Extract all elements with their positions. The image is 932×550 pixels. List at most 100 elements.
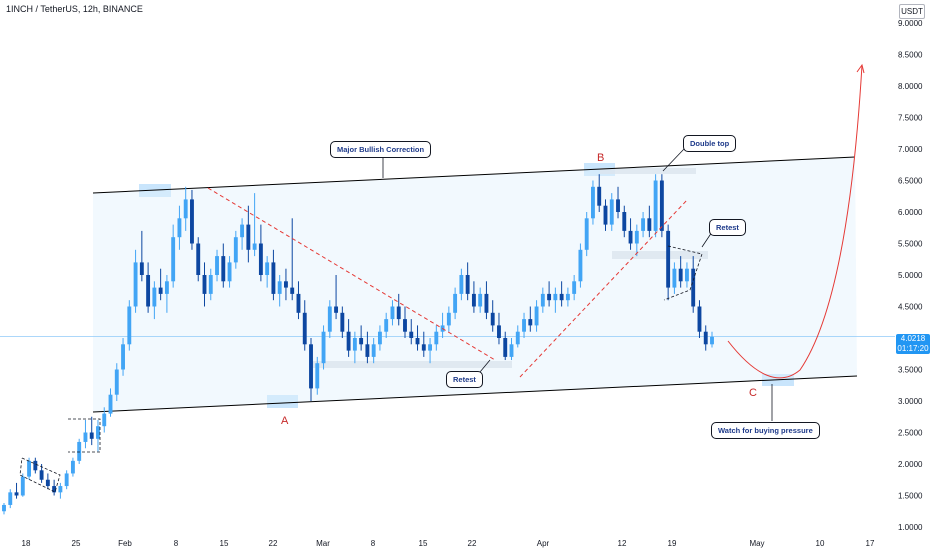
price-tick-label: 1.5000 [898,492,923,501]
candle-body [114,369,119,395]
time-tick-label: 18 [22,539,31,548]
zone-a-low [267,395,298,408]
time-tick-label: 8 [174,539,179,548]
candle-body [271,262,276,294]
candle-body [471,293,476,307]
candle-body [309,344,313,389]
candle-body [58,486,63,493]
price-tick-label: 1.0000 [898,523,923,532]
time-tick-label: 25 [72,539,81,548]
wave-label-c: C [749,387,757,399]
candle-body [183,199,188,219]
candle-body [616,199,620,212]
candle-body [346,331,351,351]
candle-body [221,256,226,282]
candle-body [547,293,552,301]
candle-body [628,230,633,244]
candle-body [678,268,683,282]
candle-body [102,413,107,427]
candle-body [384,319,389,332]
candle-body [39,470,44,480]
candle-body [8,492,13,505]
candle-body [296,293,301,313]
candle-body [139,262,144,275]
candle-body [591,186,595,219]
candle-body [597,186,602,206]
candle-body [565,293,570,301]
bar-countdown: 01:17:20 [897,344,929,353]
candle-body [578,249,583,282]
candle-body [340,312,345,332]
candle-body [459,275,464,294]
early-flag [19,457,61,493]
time-tick-label: 19 [668,539,677,548]
callout-pointer-double-top [662,148,685,172]
unit-label[interactable]: USDT [899,4,925,19]
callout-retest-right: Retest [709,219,746,236]
candle-body [190,199,194,244]
price-axis[interactable]: 1.00001.50002.00002.50003.00003.50004.00… [898,19,923,532]
candle-body [534,306,539,326]
candle-body [127,306,132,345]
candle-body [497,325,501,338]
time-tick-label: May [749,539,764,548]
candle-body [559,293,564,301]
candle-body [158,287,163,294]
last-price-tag: 4.0218 01:17:20 [896,334,930,354]
candle-body [641,218,646,231]
candle-body [503,338,508,357]
candle-body [409,331,414,338]
candle-body [246,224,251,250]
wave-label-a: A [281,415,289,427]
zone-double-top [600,168,696,174]
candle-body [327,306,332,332]
candle-body [20,476,25,496]
price-tick-label: 7.5000 [898,114,923,123]
candle-body [52,486,57,493]
time-tick-label: Mar [316,539,330,548]
candlesticks [2,174,714,515]
callout-watch-buying-pressure: Watch for buying pressure [711,422,820,439]
candle-body [484,293,489,313]
candle-body [653,180,658,231]
candle-body [96,426,100,439]
channel-upper-line [92,156,856,194]
candle-body [302,312,307,345]
price-tick-label: 5.0000 [898,271,923,280]
candle-body [108,394,113,414]
candle-body [2,504,6,512]
price-tick-label: 3.5000 [898,366,923,375]
ascending-trendline [519,198,689,378]
projection-arrowhead [856,63,865,74]
zone-retest-right [612,251,708,259]
candle-body [77,441,82,461]
candle-body [584,218,589,250]
candle-body [659,180,664,231]
candle-body [196,243,201,275]
candle-body [164,281,169,294]
callout-major-bullish-correction: Major Bullish Correction [330,141,432,158]
time-axis[interactable]: 18 25 Feb 8 15 22 Mar 8 15 22 Apr 12 19 May 10 17 [22,539,875,548]
candle-body [710,336,714,345]
candle-body [352,338,357,351]
candle-body [390,306,395,320]
candle-body [359,338,364,345]
price-tick-label: 6.5000 [898,177,923,186]
zone-retest-left [310,361,512,368]
price-tick-label: 2.0000 [898,460,923,469]
chart-title: 1INCH / TetherUS, 12h, BINANCE [6,4,143,14]
channel-lower-line [92,375,858,413]
time-tick-label: 22 [269,539,278,548]
candle-body [428,344,432,351]
candle-body [415,338,420,345]
candle-body [215,256,219,275]
retest-flag [663,245,703,301]
candle-body [572,281,577,294]
candle-body [33,460,38,471]
candle-body [446,312,451,326]
candle-body [265,262,270,275]
price-tick-label: 8.5000 [898,51,923,60]
candle-body [202,275,207,294]
candle-body [334,306,339,313]
